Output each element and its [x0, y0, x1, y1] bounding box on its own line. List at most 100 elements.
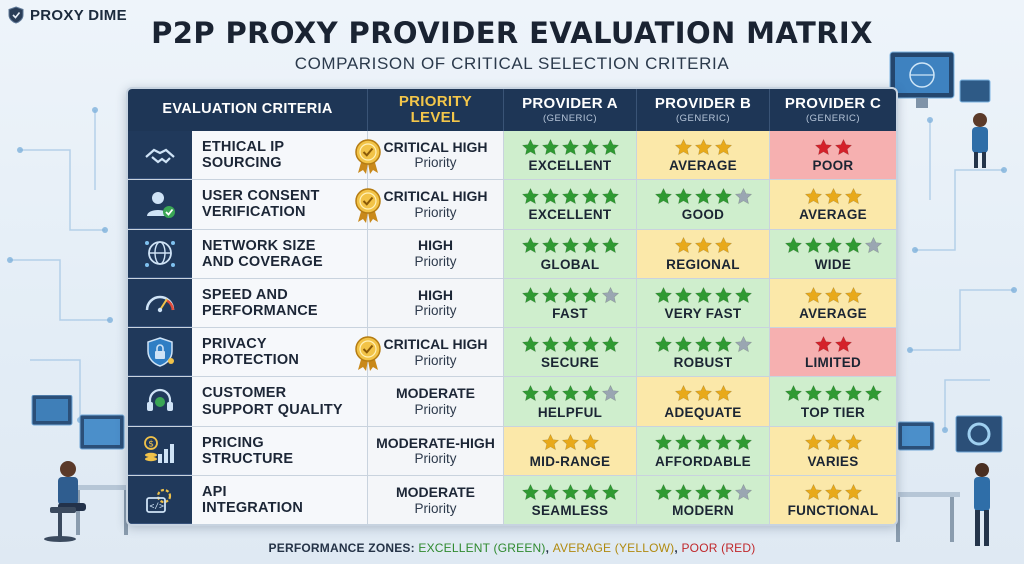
rating-cell-provider-b: AFFORDABLE	[637, 426, 770, 477]
rating-word: EXCELLENT	[528, 158, 612, 174]
star-icon	[581, 187, 599, 205]
star-icon	[834, 138, 852, 155]
rating-cell-provider-b: VERY FAST	[637, 278, 770, 329]
svg-text:</>: </>	[150, 501, 165, 510]
criteria-icon-box	[128, 131, 192, 180]
star-icon	[561, 187, 579, 205]
star-rating	[521, 236, 620, 256]
star-icon	[824, 434, 842, 451]
star-icon	[561, 483, 579, 500]
rating-cell-provider-c: AVERAGE	[770, 180, 896, 230]
star-icon	[844, 384, 862, 402]
star-icon	[654, 286, 672, 303]
performance-zones-legend: PERFORMANCE ZONES: EXCELLENT (GREEN), AV…	[0, 541, 1024, 555]
star-icon	[581, 286, 599, 303]
star-icon	[804, 286, 822, 303]
star-icon	[581, 384, 599, 402]
star-icon	[541, 384, 559, 402]
criteria-label-line1: USER CONSENT	[202, 188, 320, 205]
legend-sep-1: ,	[545, 541, 550, 555]
star-icon	[694, 483, 712, 500]
api-gear-icon: </>	[146, 488, 172, 513]
rating-cell-provider-c: AVERAGE	[770, 278, 896, 329]
rating-word: MODERN	[672, 503, 734, 519]
star-icon	[714, 187, 732, 205]
star-icon	[541, 236, 559, 254]
legend-lead: PERFORMANCE ZONES:	[268, 541, 415, 555]
star-icon	[864, 236, 882, 254]
star-icon	[561, 138, 579, 155]
star-icon	[674, 384, 692, 402]
criteria-icon-box: $	[128, 426, 192, 476]
star-icon	[714, 483, 732, 500]
star-icon	[804, 236, 822, 254]
rating-word: TOP TIER	[800, 404, 866, 420]
page-subtitle: COMPARISON OF CRITICAL SELECTION CRITERI…	[294, 54, 730, 73]
star-icon	[521, 236, 539, 254]
priority-level: MODERATE	[395, 385, 476, 402]
rating-cell-provider-c: FUNCTIONAL	[770, 476, 896, 524]
criteria-cell: PRIVACY PROTECTION	[128, 328, 381, 378]
right-bottom-workstation-illustration	[890, 415, 1003, 546]
star-icon	[674, 236, 692, 254]
star-icon	[521, 335, 539, 353]
star-icon	[601, 335, 619, 353]
star-icon	[804, 384, 822, 402]
priority-cell: MODERATE Priority	[368, 377, 504, 427]
star-icon	[734, 187, 752, 205]
star-icon	[784, 384, 802, 402]
rating-word: AFFORDABLE	[655, 453, 751, 469]
star-rating	[804, 482, 863, 502]
criteria-label-line1: ETHICAL IP	[202, 138, 285, 155]
star-icon	[561, 286, 579, 303]
priority-cell: HIGH Priority	[368, 229, 504, 279]
criteria-cell: ETHICAL IP SOURCING	[128, 131, 381, 181]
provider-a-name: PROVIDER A	[522, 95, 618, 113]
star-icon	[601, 384, 619, 402]
star-rating	[521, 285, 620, 305]
star-icon	[601, 187, 619, 205]
legend-red: POOR (RED)	[681, 541, 756, 555]
star-icon	[674, 335, 692, 353]
criteria-label-line1: PRIVACY	[202, 336, 267, 353]
rating-cell-provider-a: MID-RANGE	[504, 426, 637, 477]
provider-a-sub: (GENERIC)	[542, 112, 598, 124]
criteria-label-line2: INTEGRATION	[202, 500, 304, 517]
star-icon	[824, 483, 842, 500]
gold-medal-icon	[353, 137, 383, 175]
rating-cell-provider-c: VARIES	[770, 426, 896, 477]
star-rating	[654, 334, 753, 354]
star-rating	[521, 334, 620, 354]
rating-cell-provider-b: ADEQUATE	[637, 377, 770, 427]
star-icon	[674, 187, 692, 205]
rating-word: GLOBAL	[540, 256, 600, 272]
priority-word: Priority	[414, 451, 457, 467]
header-criteria: EVALUATION CRITERIA	[128, 89, 368, 131]
star-icon	[714, 384, 732, 402]
criteria-cell: NETWORK SIZE AND COVERAGE	[128, 229, 368, 279]
rating-word: EXCELLENT	[528, 207, 612, 223]
star-rating	[654, 285, 753, 305]
priority-word: Priority	[414, 204, 457, 220]
priority-word: Priority	[414, 303, 457, 319]
priority-word: Priority	[414, 352, 457, 368]
speedometer-icon	[145, 295, 175, 312]
star-icon	[581, 236, 599, 254]
brand-name: PROXY DIME	[30, 6, 127, 24]
star-icon	[694, 434, 712, 451]
globe-network-icon	[145, 241, 175, 268]
criteria-label-line1: PRICING	[202, 434, 264, 451]
rating-word: VARIES	[807, 453, 859, 469]
provider-c-sub: (GENERIC)	[805, 112, 861, 124]
priority-word: Priority	[414, 155, 457, 171]
star-icon	[714, 138, 732, 155]
rating-cell-provider-a: SECURE	[504, 328, 637, 378]
star-icon	[804, 434, 822, 451]
criteria-icon-box	[128, 229, 192, 278]
star-icon	[814, 335, 832, 353]
brand-logo: PROXY DIME	[8, 6, 127, 24]
star-icon	[654, 483, 672, 500]
criteria-label-line1: CUSTOMER	[202, 385, 287, 402]
star-icon	[824, 384, 842, 402]
star-icon	[654, 187, 672, 205]
